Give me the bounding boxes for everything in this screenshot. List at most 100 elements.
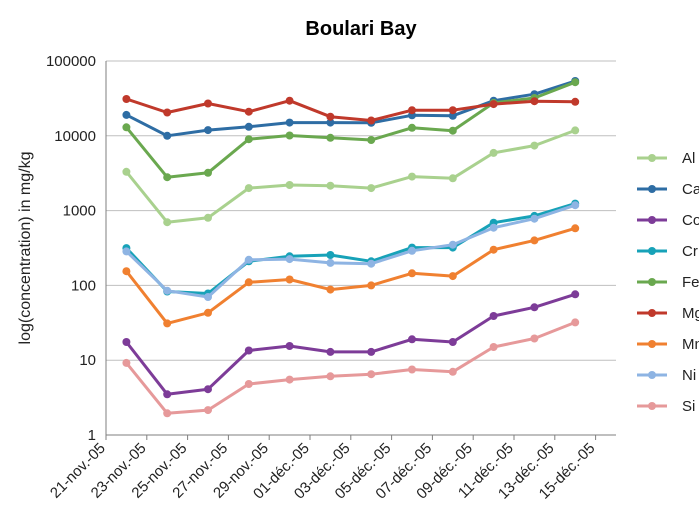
- legend-swatch-marker: [648, 402, 656, 410]
- legend-item-co: Co: [637, 212, 699, 229]
- data-point-si: [326, 372, 335, 381]
- data-point-al: [163, 218, 172, 227]
- series-co: [122, 290, 580, 399]
- data-point-ni: [326, 258, 335, 267]
- legend-item-ni: Ni: [637, 367, 696, 384]
- data-point-ni: [448, 240, 457, 249]
- data-point-fe: [408, 123, 416, 132]
- data-point-co: [122, 338, 131, 346]
- data-point-mg: [326, 112, 335, 121]
- series-ca: [122, 77, 580, 140]
- legend-item-mn: Mn: [637, 336, 699, 353]
- series-mn: [122, 224, 580, 328]
- data-point-co: [448, 338, 457, 346]
- data-point-al: [489, 148, 498, 157]
- data-point-co: [163, 390, 172, 399]
- y-tick-label: 1: [88, 427, 96, 444]
- data-point-mn: [448, 272, 457, 281]
- y-axis-ticks: 1 10 100 1000 10000 100000: [46, 53, 96, 444]
- series-line-al: [125, 128, 576, 224]
- data-point-fe: [367, 136, 376, 144]
- data-point-fe: [285, 131, 294, 140]
- series-line-fe: [125, 80, 576, 179]
- data-point-mg: [448, 106, 457, 115]
- data-point-al: [408, 172, 416, 181]
- data-point-co: [530, 303, 539, 312]
- data-point-co: [244, 346, 253, 355]
- legend-label: Fe: [682, 274, 699, 291]
- data-point-mn: [367, 281, 376, 290]
- data-point-ca: [448, 111, 457, 120]
- data-point-co: [489, 312, 498, 320]
- data-point-co: [326, 347, 335, 356]
- axes: [105, 61, 616, 436]
- legend: Al Ca Co Cr Fe Mg Mn Ni Si: [637, 150, 699, 415]
- data-point-cr: [326, 251, 335, 259]
- series-line-mg: [125, 97, 576, 122]
- data-point-mn: [122, 267, 131, 276]
- data-point-al: [326, 181, 335, 190]
- data-point-si: [122, 358, 131, 367]
- series-line-mn: [125, 226, 576, 325]
- y-axis-title: log(concentration) in mg/kg: [17, 152, 34, 345]
- data-point-ca: [163, 131, 172, 140]
- data-point-ca: [122, 110, 131, 119]
- legend-item-si: Si: [637, 398, 695, 415]
- data-point-al: [530, 141, 539, 150]
- legend-label: Mn: [682, 336, 699, 353]
- data-point-ni: [163, 286, 172, 295]
- legend-item-fe: Fe: [637, 274, 699, 291]
- legend-label: Ca: [682, 181, 699, 198]
- data-point-mg: [408, 106, 416, 115]
- legend-label: Cr: [682, 243, 698, 260]
- data-point-ca: [204, 126, 212, 135]
- data-point-si: [163, 409, 172, 418]
- y-tick-label: 10000: [54, 128, 96, 145]
- data-point-si: [408, 365, 416, 374]
- data-point-mn: [408, 269, 416, 278]
- data-point-si: [285, 375, 294, 384]
- data-point-al: [122, 167, 131, 176]
- data-point-ca: [326, 118, 335, 127]
- data-point-co: [204, 385, 212, 394]
- legend-label: Mg: [682, 305, 699, 322]
- data-point-mn: [571, 224, 580, 233]
- data-point-mn: [204, 308, 212, 317]
- data-point-ca: [285, 118, 294, 127]
- data-point-mg: [530, 97, 539, 106]
- data-point-mn: [489, 245, 498, 254]
- data-point-mn: [530, 236, 539, 245]
- data-point-mn: [244, 278, 253, 287]
- y-tick-label: 100: [71, 277, 96, 294]
- data-point-al: [285, 181, 294, 189]
- data-point-co: [367, 347, 376, 356]
- data-point-fe: [571, 78, 580, 87]
- y-tick-label: 10: [79, 352, 96, 369]
- legend-swatch-marker: [648, 309, 656, 317]
- data-point-ni: [489, 223, 498, 232]
- data-point-mg: [163, 108, 172, 117]
- data-point-ni: [204, 293, 212, 301]
- series-ni: [122, 201, 580, 301]
- y-tick-label: 1000: [63, 203, 96, 220]
- legend-swatch-marker: [648, 371, 656, 379]
- data-point-si: [448, 367, 457, 376]
- legend-item-cr: Cr: [637, 243, 698, 260]
- legend-label: Ni: [682, 367, 696, 384]
- data-point-ni: [122, 247, 131, 256]
- series-line-co: [125, 292, 576, 396]
- data-point-si: [367, 370, 376, 379]
- data-point-mn: [285, 275, 294, 284]
- series-cr: [122, 199, 580, 298]
- series-al: [122, 126, 580, 227]
- data-point-ni: [244, 255, 253, 264]
- data-point-al: [571, 126, 580, 135]
- series-fe: [122, 78, 580, 182]
- data-point-fe: [244, 135, 253, 144]
- chart-title: Boulari Bay: [305, 18, 417, 40]
- legend-swatch-marker: [648, 185, 656, 193]
- series-line-ni: [125, 203, 576, 299]
- data-point-mg: [489, 100, 498, 109]
- data-point-ni: [285, 255, 294, 264]
